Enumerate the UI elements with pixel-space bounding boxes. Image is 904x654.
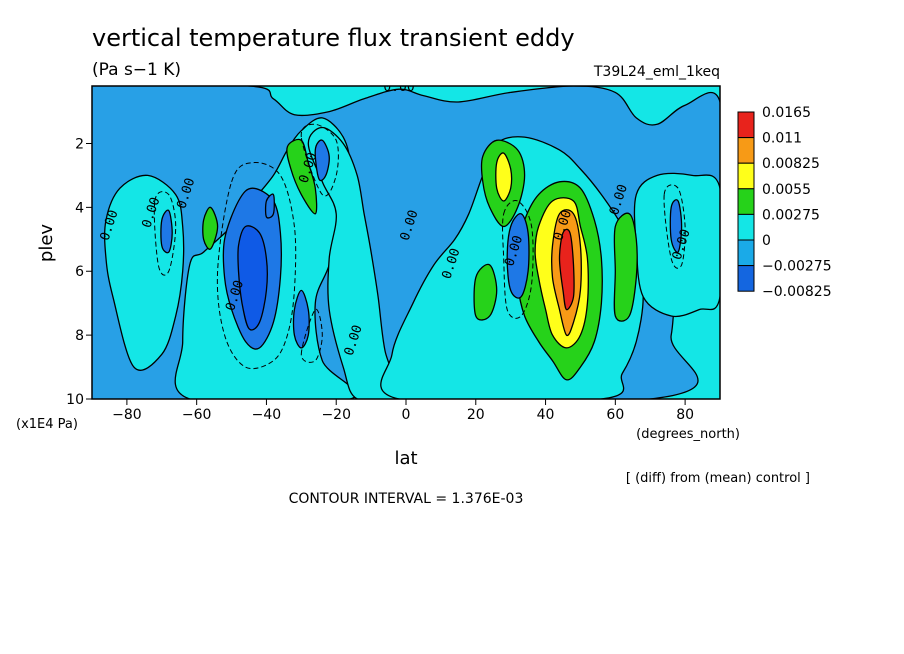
x-tick-label-4: 0 bbox=[402, 407, 411, 423]
contour-region-7 bbox=[202, 206, 219, 250]
legend-swatch-1 bbox=[737, 137, 755, 164]
y-tick-label-1: 4 bbox=[75, 200, 84, 216]
dashed-contour-5 bbox=[300, 123, 339, 197]
x-tick-label-7: 60 bbox=[606, 407, 624, 423]
contour-region-15 bbox=[558, 228, 575, 311]
dashed-contour-4 bbox=[502, 200, 534, 319]
y-axis-label: plev bbox=[36, 224, 57, 263]
contour-region-20 bbox=[264, 193, 275, 219]
y-tick-label-3: 8 bbox=[75, 328, 84, 344]
legend-label-6: −0.00275 bbox=[762, 259, 832, 275]
y-tick-label-0: 2 bbox=[75, 136, 84, 152]
x-tick-label-8: 80 bbox=[676, 407, 694, 423]
dashed-contour-3 bbox=[663, 184, 686, 269]
dashed-contour-1 bbox=[300, 308, 323, 363]
legend-label-1: 0.011 bbox=[762, 131, 802, 147]
legend-swatch-3 bbox=[737, 188, 755, 215]
legend-label-0: 0.0165 bbox=[762, 105, 811, 121]
plot-area: 0.000.000.000.000.000.000.000.000.00 0.00… bbox=[91, 80, 721, 400]
x-tick-label-3: −20 bbox=[321, 407, 351, 423]
contour-region-11 bbox=[613, 212, 638, 322]
note-text: [ (diff) from (mean) control ] bbox=[626, 471, 810, 486]
contour-region-18 bbox=[292, 289, 310, 349]
legend-label-5: 0 bbox=[762, 233, 771, 249]
x-tick-label-1: −60 bbox=[182, 407, 212, 423]
legend-label-4: 0.00275 bbox=[762, 207, 820, 223]
y-tick-label-4: 10 bbox=[66, 392, 84, 408]
x-axis-units: (degrees_north) bbox=[636, 427, 740, 442]
contour-region-9 bbox=[473, 263, 498, 321]
run-label: T39L24_eml_1keq bbox=[593, 64, 720, 80]
contour-region-17 bbox=[237, 225, 268, 331]
dashed-contour-0 bbox=[216, 161, 297, 370]
contour-region-19 bbox=[314, 139, 330, 182]
x-tick-label-5: 20 bbox=[467, 407, 485, 423]
x-tick-label-6: 40 bbox=[537, 407, 555, 423]
chart-title: vertical temperature flux transient eddy bbox=[92, 24, 575, 52]
x-tick-label-2: −40 bbox=[252, 407, 282, 423]
x-axis-label: lat bbox=[394, 448, 417, 469]
legend-swatch-5 bbox=[737, 239, 755, 267]
chart-units: (Pa s−1 K) bbox=[92, 60, 181, 80]
x-tick-label-0: −80 bbox=[112, 407, 142, 423]
legend-swatch-6 bbox=[737, 265, 755, 292]
contour-region-22 bbox=[160, 209, 173, 254]
colorbar-legend: 0.0165 0.011 0.00825 0.0055 0.00275 0 −0.00275… bbox=[737, 105, 832, 300]
legend-label-3: 0.0055 bbox=[762, 182, 811, 198]
y-tick-label-2: 6 bbox=[75, 264, 84, 280]
contour-interval-text: CONTOUR INTERVAL = 1.376E-03 bbox=[289, 491, 524, 507]
legend-swatch-4 bbox=[737, 213, 755, 241]
legend-label-2: 0.00825 bbox=[762, 156, 820, 172]
contour-label-0: 0.00 bbox=[383, 80, 414, 95]
y-axis-units: (x1E4 Pa) bbox=[16, 417, 78, 432]
legend-swatch-2 bbox=[737, 162, 755, 190]
legend-swatch-0 bbox=[737, 111, 755, 139]
contour-region-23 bbox=[669, 199, 683, 254]
dashed-contour-2 bbox=[153, 191, 177, 276]
legend-label-7: −0.00825 bbox=[762, 284, 832, 300]
contour-region-21 bbox=[506, 213, 530, 299]
contour-region-12 bbox=[495, 152, 513, 202]
